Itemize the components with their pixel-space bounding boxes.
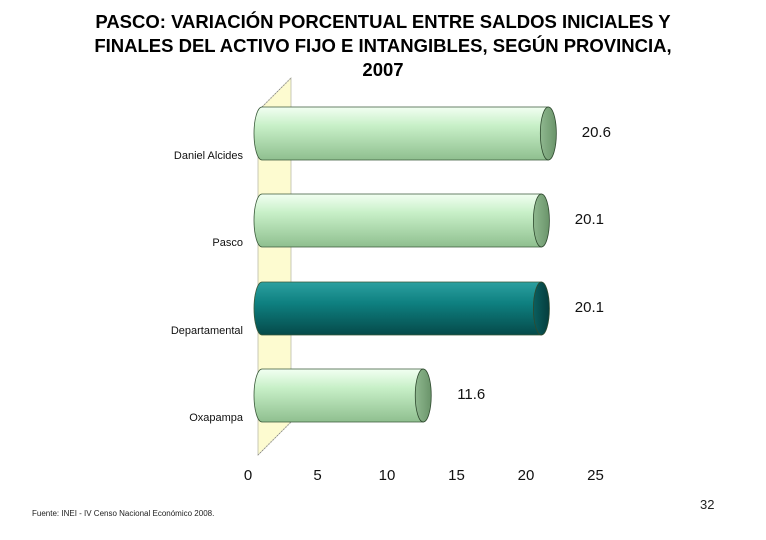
bar-departamental: [253, 281, 550, 336]
bar-cap-daniel-alcides: [539, 106, 557, 161]
bar-body-oxapampa: [253, 368, 424, 423]
data-label-departamental: 20.1: [575, 299, 604, 316]
category-label-oxapampa: Oxapampa: [189, 412, 244, 424]
x-tick-label-10: 10: [379, 467, 396, 484]
bar-cap-pasco: [532, 193, 550, 248]
x-tick-label-15: 15: [448, 467, 465, 484]
chart-title: PASCO: VARIACIÓN PORCENTUAL ENTRE SALDOS…: [20, 10, 746, 82]
page-number: 32: [700, 497, 715, 512]
x-tick-label-5: 5: [313, 467, 321, 484]
x-tick-label-20: 20: [518, 467, 535, 484]
bar-body-daniel-alcides: [253, 106, 549, 161]
data-label-oxapampa: 11.6: [457, 386, 485, 403]
category-label-departamental: Departamental: [171, 325, 243, 337]
bar-body-pasco: [253, 193, 542, 248]
data-label-pasco: 20.1: [575, 211, 604, 228]
bar-daniel-alcides: [253, 106, 557, 161]
title-line-2: FINALES DEL ACTIVO FIJO E INTANGIBLES, S…: [94, 35, 672, 56]
data-label-daniel-alcides: 20.6: [582, 124, 611, 141]
source-note: Fuente: INEI - IV Censo Nacional Económi…: [32, 509, 215, 518]
title-line-1: PASCO: VARIACIÓN PORCENTUAL ENTRE SALDOS…: [95, 11, 671, 32]
category-label-daniel-alcides: Daniel Alcides: [174, 150, 244, 162]
bar-cap-oxapampa: [414, 368, 432, 423]
bar-oxapampa: [253, 368, 432, 423]
x-tick-label-25: 25: [587, 467, 604, 484]
bar-pasco: [253, 193, 550, 248]
x-tick-label-0: 0: [244, 467, 252, 484]
bar-cap-departamental: [532, 281, 550, 336]
category-label-pasco: Pasco: [212, 237, 243, 249]
bar-body-departamental: [253, 281, 542, 336]
title-line-3: 2007: [362, 59, 404, 80]
